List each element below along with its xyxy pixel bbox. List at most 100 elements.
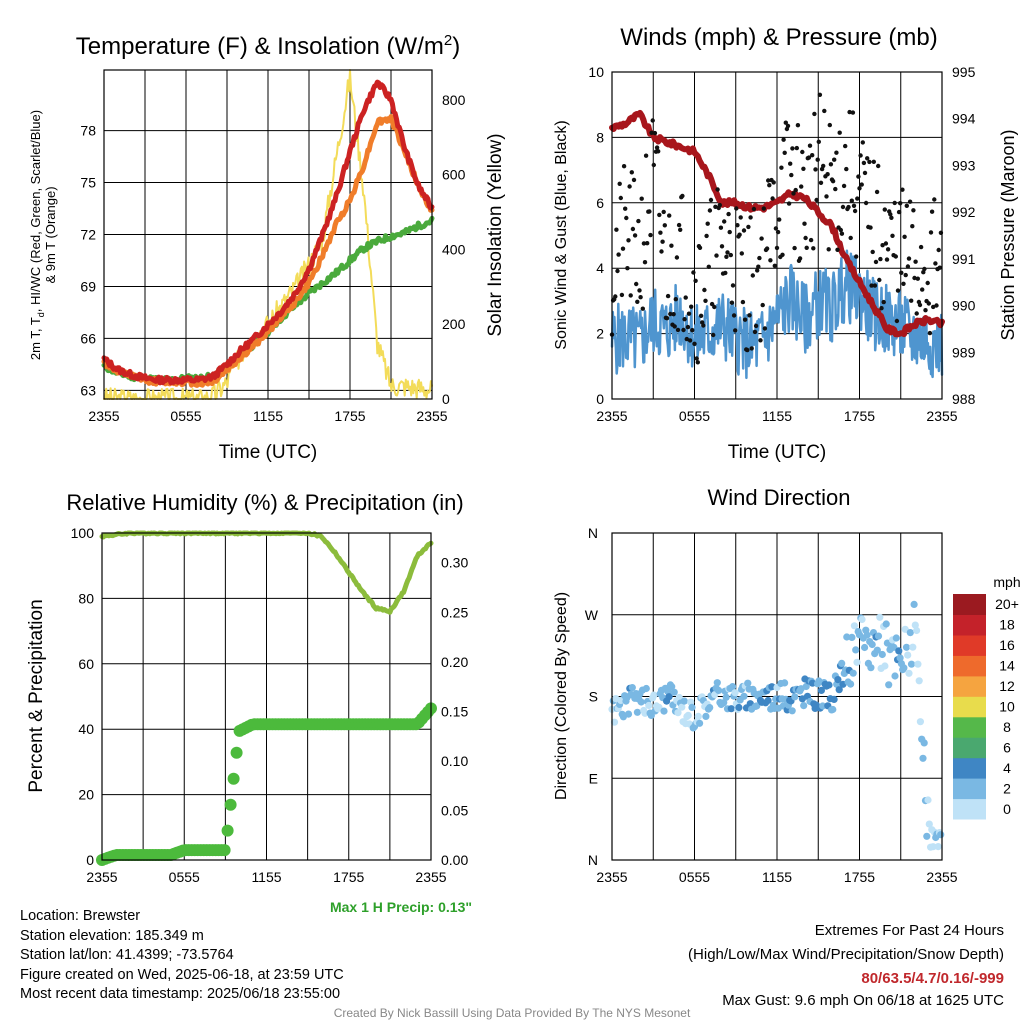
y-tick-label: 66 bbox=[80, 330, 96, 346]
series-t2m-line bbox=[101, 79, 435, 386]
y-tick-label: 60 bbox=[78, 656, 94, 672]
gust-point bbox=[758, 338, 763, 343]
extremes-title: Extremes For Past 24 Hours bbox=[814, 922, 1004, 939]
direction-point bbox=[878, 650, 886, 659]
gust-point bbox=[715, 187, 720, 192]
station-location: Location: Brewster bbox=[20, 908, 141, 924]
y2-axis-label: Solar Insolation (Yellow) bbox=[485, 133, 506, 336]
station-latlon: Station lat/lon: 41.4399; -73.5764 bbox=[20, 947, 234, 963]
direction-point bbox=[628, 684, 636, 692]
gust-point bbox=[888, 212, 893, 217]
direction-point bbox=[800, 702, 808, 710]
direction-point bbox=[885, 681, 893, 689]
gust-point bbox=[712, 304, 717, 310]
gust-point bbox=[664, 316, 670, 321]
gust-point bbox=[617, 181, 622, 186]
gust-point bbox=[691, 270, 696, 275]
direction-point bbox=[684, 711, 692, 720]
gust-point bbox=[902, 234, 907, 239]
gust-point bbox=[905, 264, 911, 269]
gust-point bbox=[707, 208, 713, 213]
x-tick-label: 0555 bbox=[169, 869, 200, 885]
x-tick-label: 2355 bbox=[926, 869, 957, 885]
gust-point bbox=[673, 297, 678, 302]
gust-point bbox=[753, 323, 759, 329]
gust-point bbox=[650, 118, 655, 123]
precip-point bbox=[230, 746, 243, 759]
gust-point bbox=[893, 254, 898, 259]
direction-point bbox=[874, 632, 883, 640]
gust-point bbox=[735, 223, 740, 228]
gust-point bbox=[852, 208, 858, 214]
gust-point bbox=[807, 143, 813, 148]
gust-point bbox=[733, 328, 738, 333]
gust-point bbox=[927, 330, 933, 336]
direction-point bbox=[915, 677, 923, 685]
y-tick-label: 100 bbox=[71, 525, 95, 541]
gust-point bbox=[828, 162, 834, 167]
gust-point bbox=[740, 299, 746, 305]
gust-point bbox=[858, 153, 863, 158]
direction-point bbox=[674, 709, 682, 717]
gust-point bbox=[719, 244, 725, 249]
gust-point bbox=[675, 327, 681, 333]
gust-point bbox=[704, 233, 709, 239]
gust-point bbox=[636, 218, 641, 224]
gust-point bbox=[682, 317, 687, 322]
gust-point bbox=[903, 272, 908, 278]
y2-tick-label: 995 bbox=[952, 64, 976, 80]
gust-point bbox=[613, 294, 618, 299]
direction-point bbox=[914, 660, 922, 668]
gust-point bbox=[767, 183, 772, 188]
direction-point bbox=[852, 646, 860, 654]
gust-point bbox=[734, 206, 739, 211]
x-tick-label: 1155 bbox=[251, 869, 281, 885]
gust-point bbox=[742, 317, 748, 322]
gust-point bbox=[727, 229, 732, 235]
gust-point bbox=[749, 346, 754, 351]
x-tick-label: 1155 bbox=[762, 869, 792, 885]
direction-point bbox=[867, 664, 875, 672]
gust-point bbox=[623, 206, 628, 211]
gust-point bbox=[806, 155, 812, 160]
gust-point bbox=[762, 326, 768, 331]
gust-point bbox=[717, 202, 722, 208]
gust-point bbox=[862, 170, 868, 176]
gust-point bbox=[635, 299, 640, 304]
gust-point bbox=[799, 184, 804, 189]
gust-point bbox=[856, 174, 861, 179]
direction-point bbox=[817, 686, 826, 695]
gust-point bbox=[647, 209, 652, 214]
gust-point bbox=[881, 299, 886, 305]
gust-point bbox=[918, 244, 924, 250]
gust-point bbox=[674, 255, 680, 260]
gust-point bbox=[671, 312, 676, 317]
direction-point bbox=[720, 699, 728, 707]
gust-point bbox=[889, 215, 894, 220]
gust-point bbox=[615, 268, 620, 274]
direction-point bbox=[901, 625, 909, 633]
colorbar-label: 6 bbox=[1003, 739, 1011, 755]
y-tick-label: W bbox=[585, 607, 599, 623]
gust-point bbox=[745, 347, 750, 353]
gust-point bbox=[768, 258, 773, 263]
gust-point bbox=[690, 328, 695, 333]
gust-point bbox=[678, 227, 683, 232]
gust-point bbox=[912, 275, 917, 281]
gust-point bbox=[846, 204, 851, 210]
direction-point bbox=[907, 660, 916, 668]
x-tick-label: 1755 bbox=[333, 869, 364, 885]
gust-point bbox=[695, 360, 700, 365]
direction-point bbox=[916, 718, 925, 726]
gust-point bbox=[867, 159, 872, 165]
gust-point bbox=[659, 249, 664, 254]
colorbar-label: 0 bbox=[1003, 801, 1011, 817]
colorbar-swatch bbox=[953, 675, 986, 697]
gust-point bbox=[621, 164, 627, 169]
gust-point bbox=[693, 278, 698, 283]
direction-point bbox=[923, 832, 931, 840]
gust-point bbox=[694, 356, 699, 361]
chart-title: Wind Direction bbox=[707, 485, 850, 510]
x-tick-label: 2355 bbox=[596, 869, 627, 885]
